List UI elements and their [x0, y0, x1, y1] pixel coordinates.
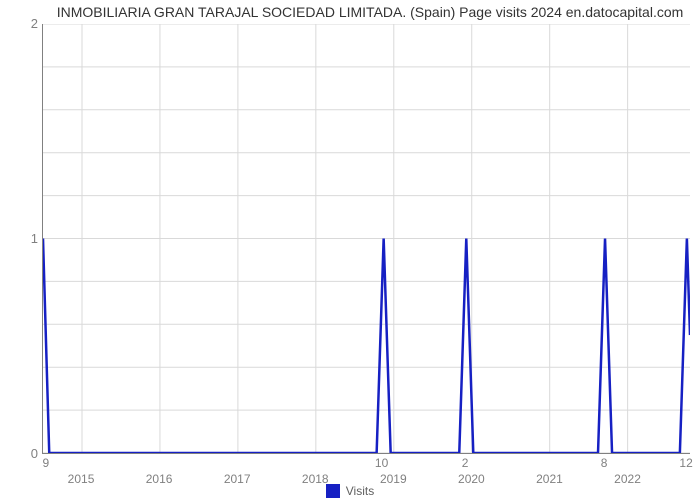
x-minor-tick-label: 8	[601, 456, 608, 470]
chart-svg	[43, 24, 690, 453]
y-tick-label: 2	[8, 16, 38, 31]
y-tick-label: 1	[8, 231, 38, 246]
y-tick-label: 0	[8, 446, 38, 461]
x-minor-tick-label: 9	[43, 456, 50, 470]
legend: Visits	[0, 484, 700, 498]
plot-area	[42, 24, 690, 454]
x-minor-tick-label: 10	[375, 456, 388, 470]
chart-container: INMOBILIARIA GRAN TARAJAL SOCIEDAD LIMIT…	[0, 0, 700, 500]
x-minor-tick-label: 2	[462, 456, 469, 470]
legend-swatch	[326, 484, 340, 498]
legend-label: Visits	[346, 484, 374, 498]
chart-title: INMOBILIARIA GRAN TARAJAL SOCIEDAD LIMIT…	[50, 4, 690, 20]
x-minor-tick-label: 12	[679, 456, 692, 470]
